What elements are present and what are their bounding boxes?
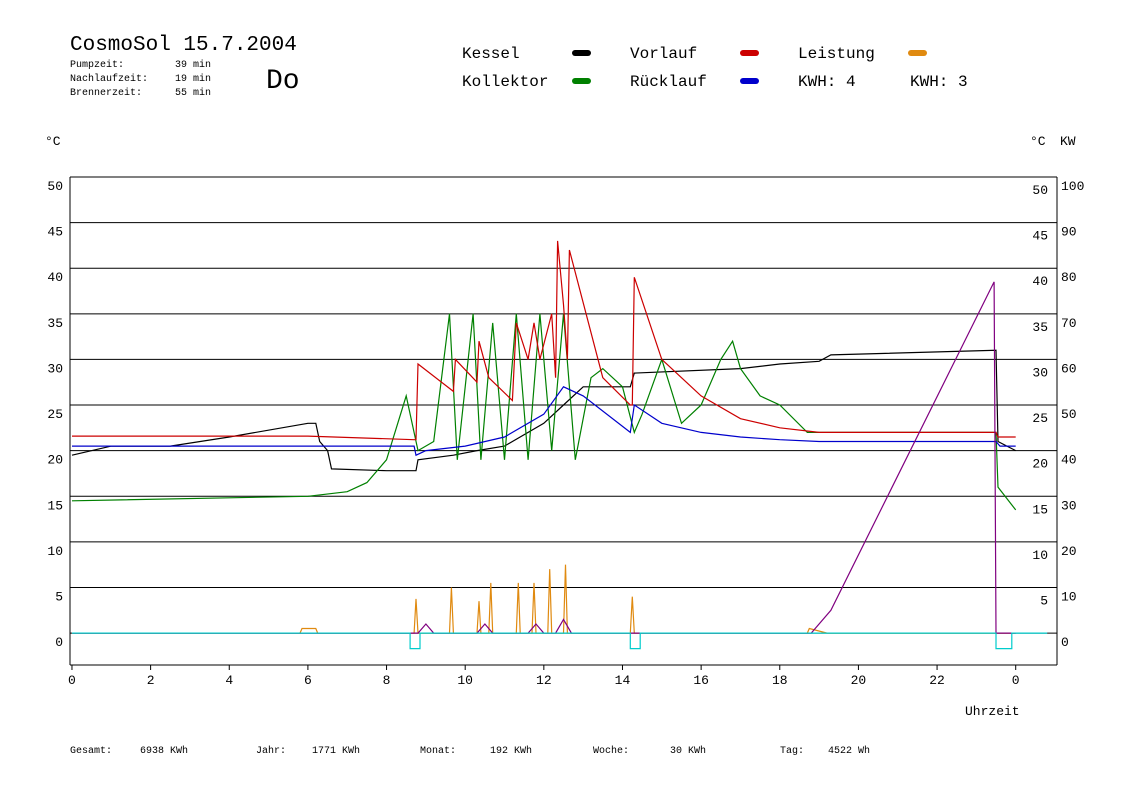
footer-label: Tag: [780, 746, 804, 757]
y-tick-label: 25 [47, 407, 63, 422]
y2-tick-label: 0 [1061, 635, 1069, 650]
footer-label: Jahr: [256, 745, 286, 757]
y-tick-label: 30 [47, 361, 63, 376]
y-tick-label: 0 [55, 635, 63, 650]
y2-tick-label: 90 [1061, 225, 1077, 240]
y2-tick-label: 60 [1061, 361, 1077, 376]
legend-label: KWH: 3 [910, 73, 968, 91]
footer-label: Woche: [593, 745, 629, 757]
y2-tick-label: 70 [1061, 316, 1077, 331]
x-tick-label: 14 [615, 673, 631, 688]
y-axis-label: °C [45, 134, 61, 149]
y-tick-label: 20 [47, 453, 63, 468]
series-line [72, 240, 1016, 441]
chart-title: CosmoSol 15.7.2004 [70, 34, 297, 57]
y-tick-label: 45 [47, 225, 63, 240]
x-axis-label: Uhrzeit [965, 704, 1020, 719]
legend-label: Rücklauf [630, 73, 707, 91]
x-tick-label: 2 [147, 673, 155, 688]
y-right-tick-label: 20 [1032, 457, 1048, 472]
info-label: Pumpzeit: [70, 59, 124, 71]
x-tick-label: 4 [225, 673, 233, 688]
series-line [72, 632, 1048, 650]
footer-value: 4522 Wh [828, 745, 870, 757]
y2-tick-label: 40 [1061, 453, 1077, 468]
y2-tick-label: 50 [1061, 407, 1077, 422]
series-line [72, 386, 1016, 457]
y2-tick-label: 30 [1061, 498, 1077, 513]
y-tick-label: 10 [47, 544, 63, 559]
y-tick-label: 40 [47, 270, 63, 285]
y2-axis-label-c: °C [1030, 134, 1046, 149]
y-right-tick-label: 50 [1032, 183, 1048, 198]
x-tick-label: 8 [383, 673, 391, 688]
footer-label: Gesamt: [70, 746, 112, 757]
series-line [71, 349, 1016, 472]
y-tick-label: 15 [47, 498, 63, 513]
info-label: Nachlaufzeit: [70, 73, 148, 85]
y-tick-label: 50 [47, 179, 63, 194]
y-right-tick-label: 15 [1032, 502, 1048, 517]
y-right-tick-label: 45 [1032, 229, 1048, 244]
x-tick-label: 12 [536, 673, 552, 688]
x-tick-label: 10 [457, 673, 473, 688]
y2-tick-label: 80 [1061, 270, 1077, 285]
series-line [72, 564, 1016, 634]
y2-tick-label: 20 [1061, 544, 1077, 559]
y2-tick-label: 10 [1061, 589, 1077, 604]
footer-value: 1771 KWh [312, 745, 360, 757]
y2-tick-label: 100 [1061, 179, 1084, 194]
y-right-tick-label: 25 [1032, 411, 1048, 426]
x-tick-label: 18 [772, 673, 788, 688]
y-right-tick-label: 40 [1032, 274, 1048, 289]
x-tick-label: 6 [304, 673, 312, 688]
info-value: 55 min [175, 87, 211, 99]
energy-label: KWH: 4 [798, 73, 856, 91]
x-tick-label: 20 [851, 673, 867, 688]
footer-label: Monat: [420, 746, 456, 757]
y-right-tick-label: 10 [1032, 548, 1048, 563]
weekday: Do [266, 66, 300, 97]
x-tick-label: 16 [693, 673, 709, 688]
y-right-tick-label: 30 [1032, 365, 1048, 380]
legend-label: Kollektor [462, 73, 548, 91]
y-right-tick-label: 35 [1032, 320, 1048, 335]
x-tick-label: 22 [929, 673, 945, 688]
y2-axis-label: KW [1060, 134, 1076, 149]
legend-label: Kessel [462, 45, 520, 63]
series-line [72, 281, 1016, 634]
legend-label: Vorlauf [630, 45, 697, 63]
info-value: 39 min [175, 59, 211, 71]
footer-value: 192 KWh [490, 745, 532, 757]
y-right-tick-label: 5 [1040, 593, 1048, 608]
series-line [71, 313, 1017, 511]
legend-label: Leistung [798, 45, 875, 63]
x-tick-label: 0 [1012, 673, 1020, 688]
info-label: Brennerzeit: [70, 87, 142, 99]
y-tick-label: 5 [55, 589, 63, 604]
y-tick-label: 35 [47, 316, 63, 331]
footer-value: 30 KWh [670, 745, 706, 757]
info-value: 19 min [175, 73, 211, 85]
footer-value: 6938 KWh [140, 745, 188, 757]
x-tick-label: 0 [68, 673, 76, 688]
